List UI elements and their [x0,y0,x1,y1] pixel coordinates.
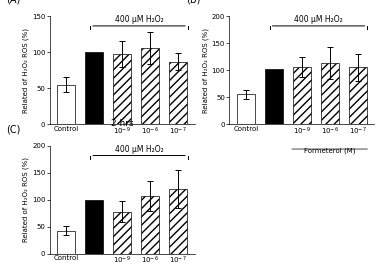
Text: (A): (A) [6,0,20,5]
Text: 400 μM H₂O₂: 400 μM H₂O₂ [115,15,163,24]
Bar [113,54,131,124]
Y-axis label: Related of H₂O₂ ROS (%): Related of H₂O₂ ROS (%) [23,157,29,242]
Bar [57,231,76,254]
Bar [169,62,187,124]
Bar [169,189,187,254]
Bar [237,94,255,124]
Text: 400 μM H₂O₂: 400 μM H₂O₂ [115,145,163,154]
Title: 2 hrs: 2 hrs [111,119,134,128]
Bar [293,67,311,124]
Bar [85,200,104,254]
Y-axis label: Related of H₂O₂ ROS (%): Related of H₂O₂ ROS (%) [202,28,209,113]
Bar [265,69,283,124]
Bar [113,212,131,254]
Text: Formeterol (M): Formeterol (M) [125,148,176,154]
Text: 400 μM H₂O₂: 400 μM H₂O₂ [294,15,343,24]
Bar [85,52,104,124]
Bar [320,63,339,124]
Text: (C): (C) [6,124,21,134]
Bar [141,196,159,254]
Y-axis label: Related of H₂O₂ ROS (%): Related of H₂O₂ ROS (%) [23,28,29,113]
Bar [57,85,76,124]
Text: Formeterol (M): Formeterol (M) [304,148,355,154]
Text: (B): (B) [186,0,200,5]
Bar [348,68,367,124]
Bar [141,48,159,124]
